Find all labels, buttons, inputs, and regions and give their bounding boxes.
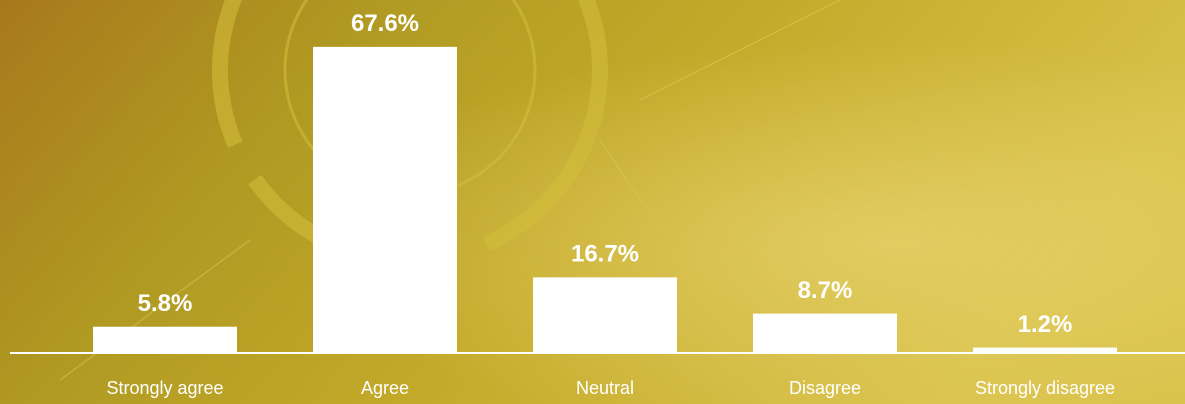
bar <box>533 277 677 353</box>
value-label: 8.7% <box>798 277 853 304</box>
bar <box>753 313 897 353</box>
x-tick-label: Agree <box>361 378 409 398</box>
x-tick-label: Disagree <box>789 378 861 398</box>
x-tick-label: Strongly agree <box>106 378 223 398</box>
value-label: 67.6% <box>351 10 419 37</box>
value-label: 1.2% <box>1018 311 1073 338</box>
x-tick-label: Neutral <box>576 378 634 398</box>
bar <box>93 326 237 353</box>
bar <box>313 46 457 354</box>
bar <box>973 347 1117 353</box>
value-label: 5.8% <box>138 290 193 317</box>
value-label: 16.7% <box>571 241 639 268</box>
x-tick-label: Strongly disagree <box>975 378 1115 398</box>
